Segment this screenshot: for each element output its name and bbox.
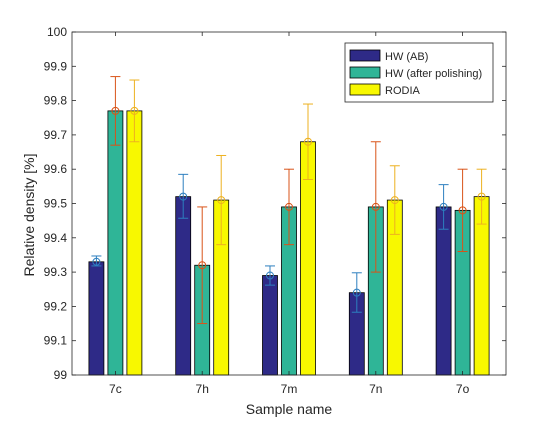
bar	[262, 275, 278, 376]
error-bar	[91, 255, 102, 267]
legend-swatch	[349, 49, 381, 62]
legend-label: HW (AB)	[385, 51, 428, 63]
bar	[175, 196, 192, 376]
y-tick-label: 99.5	[44, 197, 68, 211]
bar	[126, 110, 143, 376]
error-bar	[351, 272, 362, 313]
error-bar	[110, 76, 121, 146]
mean-marker	[130, 106, 139, 115]
y-tick-label: 99.4	[44, 231, 68, 245]
mean-marker	[285, 202, 293, 211]
bar	[88, 261, 105, 376]
mean-marker	[477, 192, 486, 201]
error-bar	[476, 168, 487, 225]
x-tick-label: 7m	[281, 382, 298, 396]
error-bar	[457, 168, 468, 253]
mean-marker	[198, 261, 207, 270]
bar	[435, 206, 452, 376]
error-bar	[178, 173, 189, 219]
y-tick-label: 99.3	[44, 265, 68, 279]
plot-area	[88, 76, 490, 376]
mean-marker	[352, 288, 361, 297]
x-tick-label: 7o	[456, 382, 470, 396]
legend-label: HW (after polishing)	[385, 68, 482, 80]
y-tick-label: 99.7	[44, 128, 68, 142]
mean-marker	[217, 196, 226, 205]
legend-swatch	[349, 66, 381, 79]
error-bar	[197, 206, 208, 325]
mean-marker	[92, 257, 101, 266]
error-bar	[438, 184, 449, 230]
error-bar	[265, 265, 275, 286]
x-axis-label: Sample name	[246, 401, 333, 417]
x-tick-label: 7h	[196, 382, 209, 396]
legend-swatch	[349, 83, 381, 96]
legend-label: RODIA	[385, 85, 421, 97]
y-tick-label: 99.9	[44, 59, 68, 73]
mean-marker	[390, 196, 399, 205]
axes: 7c 7h 7m 7n 7o 99 99.1 99.2 99.3 99.4 99.5 99.6 99.7…	[44, 25, 507, 396]
axes-box	[71, 31, 507, 376]
y-axis-label: Relative density [%]	[21, 154, 37, 277]
y-tick-label: 99.2	[44, 299, 68, 313]
y-tick-label: 99.8	[44, 94, 68, 108]
mean-marker	[371, 202, 380, 211]
mean-marker	[458, 206, 467, 215]
bar	[107, 110, 124, 376]
mean-marker	[179, 192, 188, 201]
y-tick-label: 100	[47, 25, 67, 39]
mean-marker	[304, 137, 312, 146]
error-bar	[216, 154, 227, 246]
error-bar	[389, 165, 400, 235]
mean-marker	[439, 202, 448, 211]
x-tick-label: 7c	[109, 382, 122, 396]
y-tick-label: 99.6	[44, 162, 68, 176]
error-bar	[370, 141, 381, 273]
error-bar	[129, 79, 140, 143]
x-tick-label: 7n	[369, 382, 382, 396]
error-bar	[284, 168, 294, 246]
y-tick-label: 99	[54, 368, 68, 382]
error-bar	[303, 103, 313, 180]
y-tick-label: 99.1	[44, 334, 68, 348]
legend: HW (AB) HW (after polishing) RODIA	[344, 42, 494, 103]
mean-marker	[266, 271, 274, 280]
mean-marker	[111, 106, 120, 115]
